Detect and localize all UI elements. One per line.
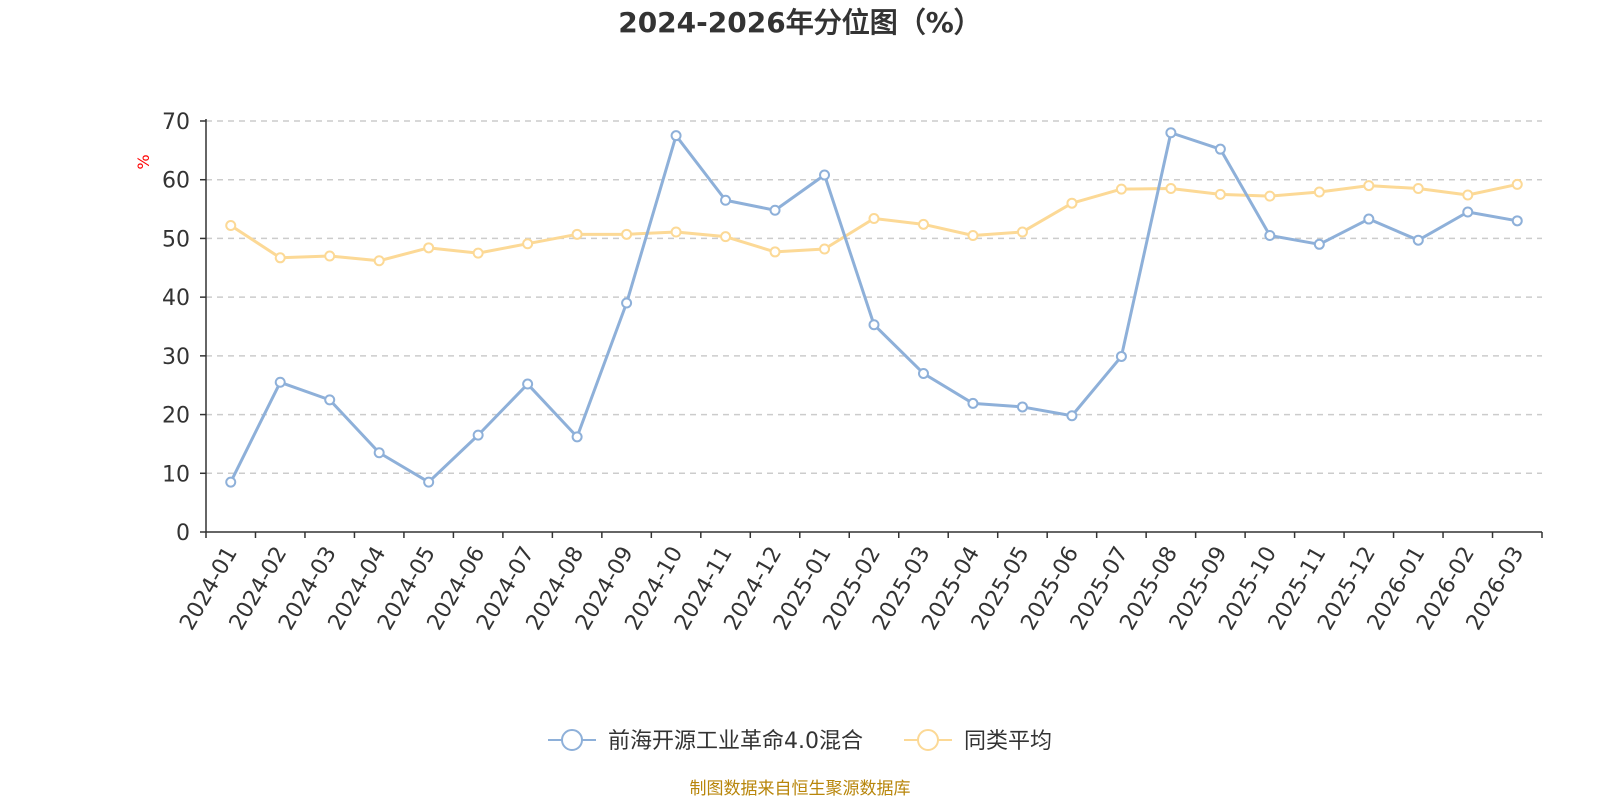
legend-item-2[interactable]: 同类平均	[904, 729, 1052, 754]
data-point[interactable]	[324, 394, 336, 406]
data-point[interactable]	[1016, 226, 1028, 238]
grid-layer	[206, 120, 1542, 475]
data-point[interactable]	[621, 297, 633, 309]
data-point[interactable]	[1264, 190, 1276, 202]
y-tick-label: 10	[162, 462, 190, 487]
source-note: 制图数据来自恒生聚源数据库	[690, 779, 911, 799]
data-point[interactable]	[1363, 213, 1375, 225]
data-point[interactable]	[423, 476, 435, 488]
data-point[interactable]	[274, 252, 286, 264]
data-point[interactable]	[967, 397, 979, 409]
data-point[interactable]	[1462, 189, 1474, 201]
data-point[interactable]	[819, 243, 831, 255]
data-point[interactable]	[1016, 401, 1028, 413]
data-point[interactable]	[1115, 350, 1127, 362]
data-point[interactable]	[720, 231, 732, 243]
data-point[interactable]	[1214, 143, 1226, 155]
data-point[interactable]	[1462, 206, 1474, 218]
data-point[interactable]	[917, 367, 929, 379]
data-point[interactable]	[769, 204, 781, 216]
data-point[interactable]	[621, 228, 633, 240]
data-point[interactable]	[1214, 188, 1226, 200]
data-point[interactable]	[1412, 234, 1424, 246]
series-1	[225, 127, 1523, 488]
data-point[interactable]	[472, 429, 484, 441]
data-point[interactable]	[373, 447, 385, 459]
y-tick-label: 0	[176, 521, 190, 546]
legend-marker-icon	[917, 729, 939, 751]
data-point[interactable]	[1511, 215, 1523, 227]
series-line	[229, 131, 1519, 484]
legend-label: 同类平均	[964, 729, 1052, 754]
legend-marker-icon	[561, 729, 583, 751]
data-point[interactable]	[1363, 180, 1375, 192]
data-point[interactable]	[670, 130, 682, 142]
data-point[interactable]	[1264, 229, 1276, 241]
data-point[interactable]	[868, 212, 880, 224]
data-point[interactable]	[917, 218, 929, 230]
data-point[interactable]	[423, 242, 435, 254]
data-point[interactable]	[225, 220, 237, 232]
data-point[interactable]	[373, 255, 385, 267]
data-point[interactable]	[1313, 186, 1325, 198]
data-point[interactable]	[225, 476, 237, 488]
y-tick-label: 20	[162, 404, 190, 429]
data-point[interactable]	[769, 246, 781, 258]
series-2	[225, 178, 1523, 267]
data-point[interactable]	[868, 319, 880, 331]
data-point[interactable]	[571, 228, 583, 240]
legend: 前海开源工业革命4.0混合 同类平均	[548, 729, 1052, 754]
legend-label: 前海开源工业革命4.0混合	[608, 729, 863, 754]
legend-item-1[interactable]: 前海开源工业革命4.0混合	[548, 729, 863, 754]
data-point[interactable]	[571, 431, 583, 443]
y-tick-label: 30	[162, 345, 190, 370]
y-axis-unit-label: %	[134, 154, 153, 169]
data-point[interactable]	[1511, 178, 1523, 190]
data-point[interactable]	[720, 194, 732, 206]
data-point[interactable]	[967, 229, 979, 241]
data-point[interactable]	[670, 226, 682, 238]
y-tick-label: 60	[162, 169, 190, 194]
data-point[interactable]	[522, 378, 534, 390]
series-layer	[225, 127, 1523, 488]
data-point[interactable]	[522, 238, 534, 250]
data-point[interactable]	[1066, 410, 1078, 422]
data-point[interactable]	[1165, 127, 1177, 139]
data-point[interactable]	[819, 169, 831, 181]
data-point[interactable]	[472, 247, 484, 259]
y-tick-label: 70	[162, 110, 190, 135]
data-point[interactable]	[1313, 238, 1325, 250]
chart-title: 2024-2026年分位图（%）	[618, 6, 982, 39]
data-point[interactable]	[1115, 183, 1127, 195]
data-point[interactable]	[324, 250, 336, 262]
data-point[interactable]	[1165, 183, 1177, 195]
data-point[interactable]	[1412, 183, 1424, 195]
y-tick-label: 50	[162, 227, 190, 252]
y-tick-label: 40	[162, 286, 190, 311]
data-point[interactable]	[274, 376, 286, 388]
data-point[interactable]	[1066, 197, 1078, 209]
